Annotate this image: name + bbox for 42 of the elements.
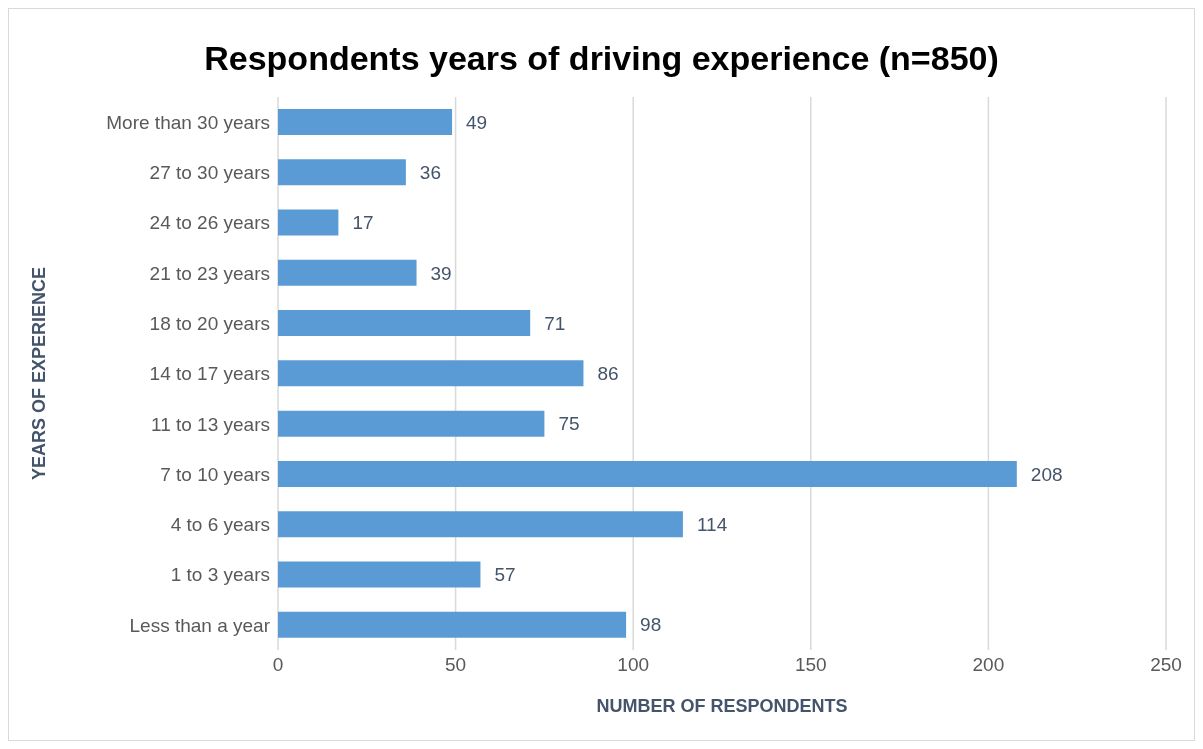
bar <box>278 209 339 236</box>
y-tick-label: 24 to 26 years <box>149 212 270 234</box>
y-tick-label: More than 30 years <box>106 111 270 133</box>
data-label: 208 <box>1030 463 1063 485</box>
data-label: 71 <box>544 312 566 334</box>
y-tick-label: Less than a year <box>129 614 271 636</box>
bar <box>278 360 584 387</box>
bar <box>278 259 417 286</box>
bar <box>278 410 545 437</box>
y-tick-label: 21 to 23 years <box>149 262 270 284</box>
data-label: 98 <box>640 614 662 636</box>
x-tick-label: 150 <box>794 654 827 676</box>
data-label: 17 <box>352 212 374 234</box>
y-tick-label: 14 to 17 years <box>149 363 270 385</box>
bar <box>278 310 531 337</box>
y-tick-label: 7 to 10 years <box>160 463 270 485</box>
y-axis-title: YEARS OF EXPERIENCE <box>29 266 50 481</box>
bar <box>278 159 406 186</box>
bar <box>278 561 481 588</box>
data-label: 57 <box>494 564 516 586</box>
x-tick-label: 0 <box>272 654 284 676</box>
x-tick-label: 250 <box>1150 654 1182 676</box>
data-label: 39 <box>430 262 452 284</box>
chart-title: Respondents years of driving experience (n=850) <box>203 37 1000 79</box>
bar <box>278 109 453 135</box>
bar <box>278 511 683 538</box>
data-label: 49 <box>466 111 488 133</box>
y-tick-label: 1 to 3 years <box>170 564 270 586</box>
data-label: 36 <box>419 162 442 184</box>
y-tick-label: 4 to 6 years <box>170 514 270 536</box>
y-tick-label: 18 to 20 years <box>149 312 270 334</box>
x-axis-title: NUMBER OF RESPONDENTS <box>596 696 848 716</box>
data-label: 86 <box>597 363 619 385</box>
x-tick-label: 50 <box>445 654 467 676</box>
y-tick-label: 11 to 13 years <box>150 413 270 435</box>
bar <box>278 611 627 638</box>
bar <box>278 460 1017 487</box>
x-tick-label: 100 <box>617 654 650 676</box>
data-label: 114 <box>696 513 728 535</box>
y-tick-label: 27 to 30 years <box>149 162 270 184</box>
data-label: 75 <box>558 413 580 435</box>
x-tick-label: 200 <box>972 654 1005 676</box>
